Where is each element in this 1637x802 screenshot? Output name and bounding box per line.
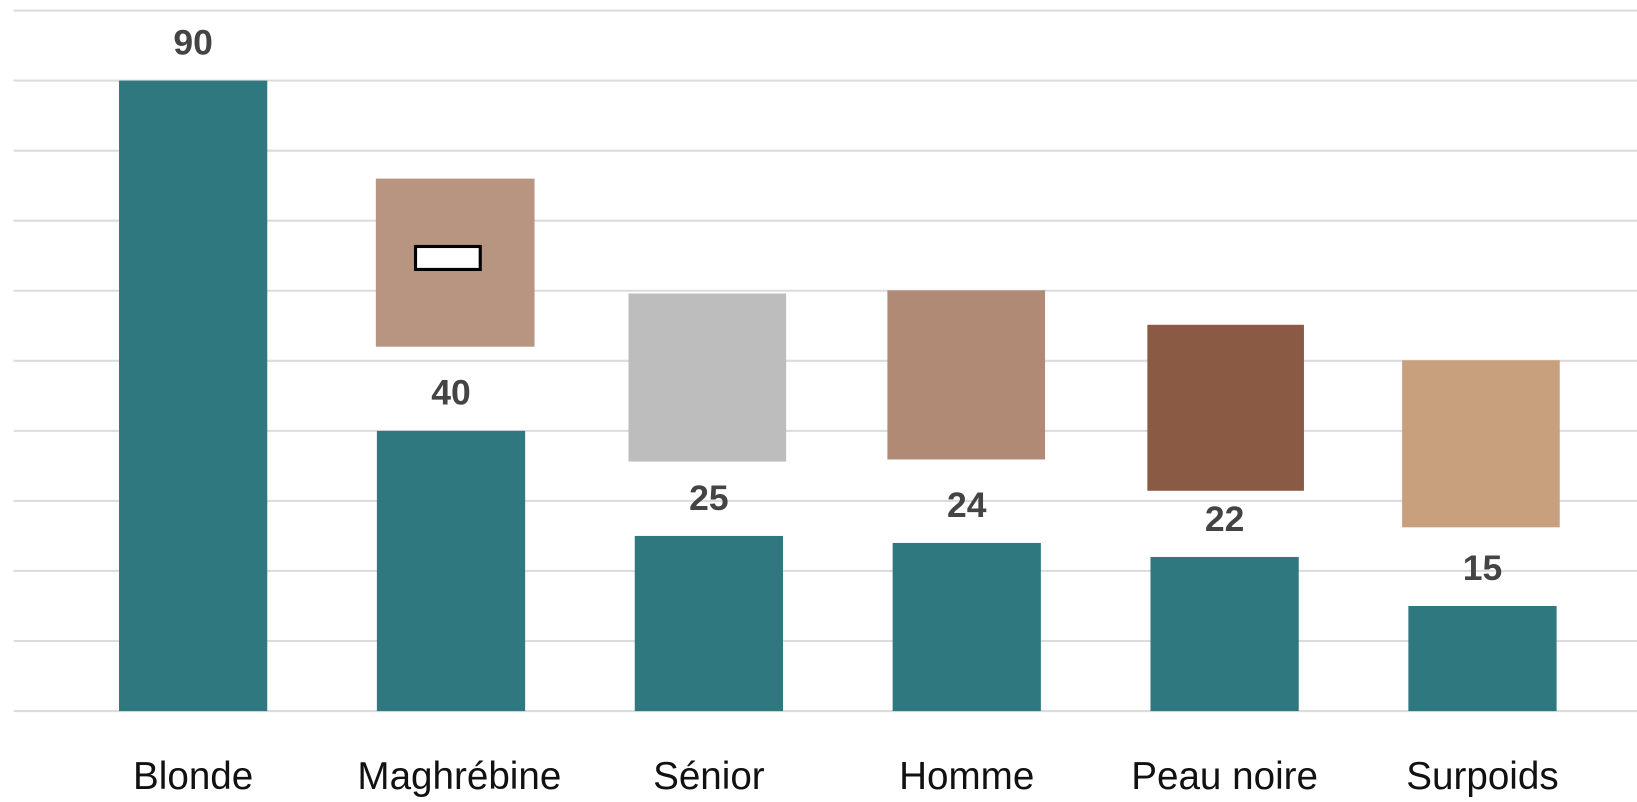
photo xyxy=(628,293,786,461)
bar xyxy=(119,81,267,711)
chart: 90 Blonde 40 Maghrébine 25 Sénior 24 Homme 22 Pea… xyxy=(0,0,1637,802)
x-tick-label: Peau noire xyxy=(1131,755,1318,798)
x-tick-label: Surpoids xyxy=(1406,755,1558,798)
photo xyxy=(1147,325,1304,491)
bar xyxy=(1408,606,1556,711)
value-label: 40 xyxy=(431,373,470,413)
value-label: 22 xyxy=(1205,499,1244,539)
photo xyxy=(887,290,1045,459)
value-label: 90 xyxy=(173,22,212,62)
value-label: 24 xyxy=(947,485,987,525)
value-label: 25 xyxy=(689,478,728,518)
bar xyxy=(1150,557,1298,711)
bar xyxy=(893,543,1041,711)
photo-mask xyxy=(416,246,481,269)
photos xyxy=(376,179,1560,528)
x-tick-label: Sénior xyxy=(653,755,765,798)
bar xyxy=(377,431,525,711)
photo xyxy=(1402,360,1560,527)
x-tick-label: Blonde xyxy=(133,755,253,798)
bar xyxy=(635,536,783,711)
x-tick-label: Homme xyxy=(899,755,1034,798)
value-label: 15 xyxy=(1463,548,1502,588)
x-tick-label: Maghrébine xyxy=(357,755,561,798)
